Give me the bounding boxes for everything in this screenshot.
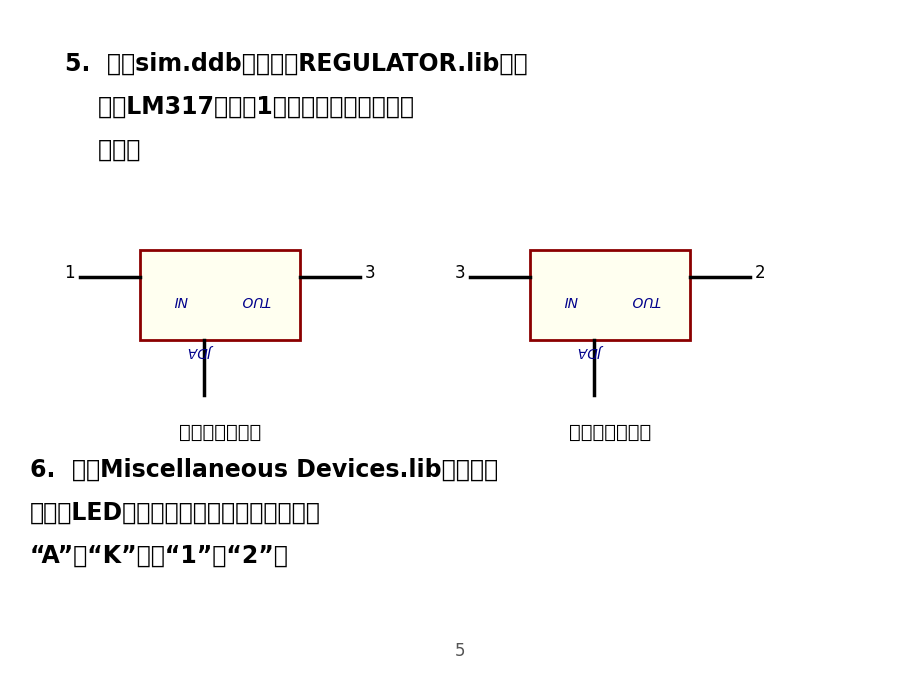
Text: 3: 3 [454,264,464,282]
Text: 定义。: 定义。 [65,138,141,162]
Text: NI: NI [173,293,187,306]
Text: TUO: TUO [630,293,659,306]
Text: JDA: JDA [581,344,606,358]
Text: 5.  修改sim.ddb元件库里REGULATOR.lib中的: 5. 修改sim.ddb元件库里REGULATOR.lib中的 [65,52,528,76]
Bar [529,250,689,340]
Text: 元件LM317如附录1数码显示管所示的引脚: 元件LM317如附录1数码显示管所示的引脚 [65,95,414,119]
Text: 2: 2 [754,264,765,282]
Text: 修改后引脚定义: 修改后引脚定义 [568,423,651,442]
Text: 3: 3 [365,264,375,282]
Text: TUO: TUO [240,293,269,306]
Text: 原元件引脚定义: 原元件引脚定义 [178,423,261,442]
Text: 6.  修改Miscellaneous Devices.lib元件库里: 6. 修改Miscellaneous Devices.lib元件库里 [30,458,497,482]
Text: 的元件LED引脚定义，将元件引脚号分别由: 的元件LED引脚定义，将元件引脚号分别由 [30,501,321,525]
Text: “A”和“K”改为“1”和“2”。: “A”和“K”改为“1”和“2”。 [30,544,289,568]
Text: JDA: JDA [192,344,216,358]
Text: 5: 5 [454,642,465,660]
Text: NI: NI [562,293,576,306]
Text: 1: 1 [64,264,75,282]
Bar [140,250,300,340]
